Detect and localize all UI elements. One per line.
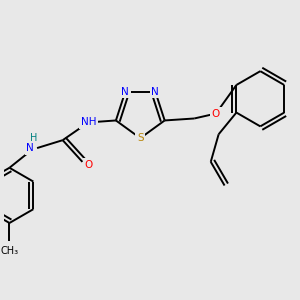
Text: O: O: [212, 109, 220, 118]
Text: H: H: [30, 133, 38, 143]
Text: N: N: [26, 143, 34, 153]
Text: S: S: [137, 133, 144, 143]
Text: N: N: [122, 87, 129, 97]
Text: CH₃: CH₃: [0, 246, 19, 256]
Text: N: N: [152, 87, 159, 97]
Text: NH: NH: [81, 117, 96, 128]
Text: O: O: [84, 160, 92, 170]
